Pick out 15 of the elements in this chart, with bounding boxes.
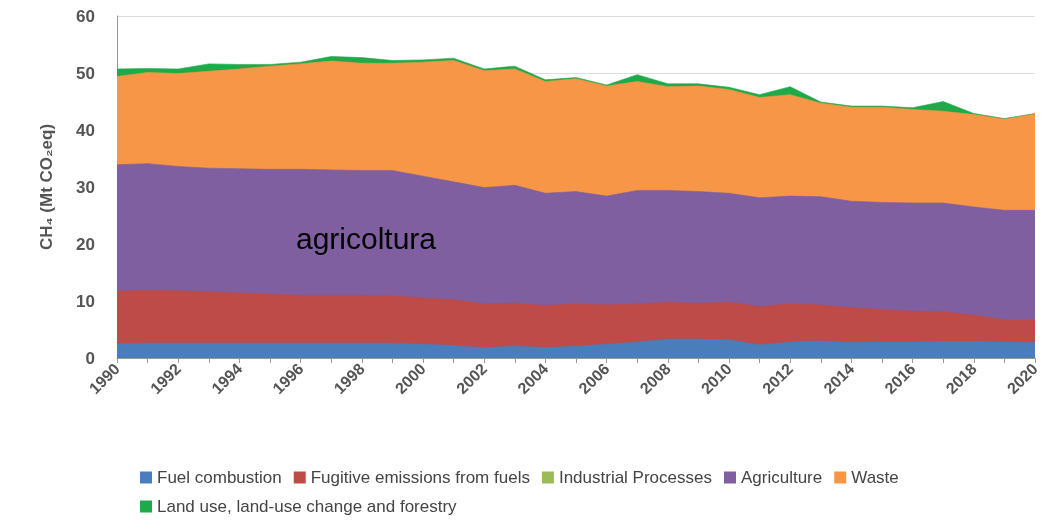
y-tick-label: 20 bbox=[76, 234, 95, 254]
y-tick-label: 0 bbox=[85, 348, 95, 368]
legend-label: Waste bbox=[851, 468, 899, 487]
legend-label: Fuel combustion bbox=[157, 468, 282, 487]
legend-label: Land use, land-use change and forestry bbox=[157, 497, 458, 516]
annotation: agricoltura bbox=[295, 221, 437, 255]
legend-label: Fugitive emissions from fuels bbox=[310, 468, 530, 487]
y-tick-label: 50 bbox=[76, 63, 95, 83]
y-tick-label: 10 bbox=[76, 291, 95, 311]
y-tick-label: 40 bbox=[76, 120, 95, 140]
y-tick-label: 60 bbox=[76, 6, 95, 26]
y-axis-title: CH₄ (Mt CO₂eq) bbox=[37, 123, 56, 251]
legend-label: Industrial Processes bbox=[558, 468, 712, 487]
y-tick-label: 30 bbox=[76, 177, 95, 197]
legend-label: Agriculture bbox=[740, 468, 823, 487]
